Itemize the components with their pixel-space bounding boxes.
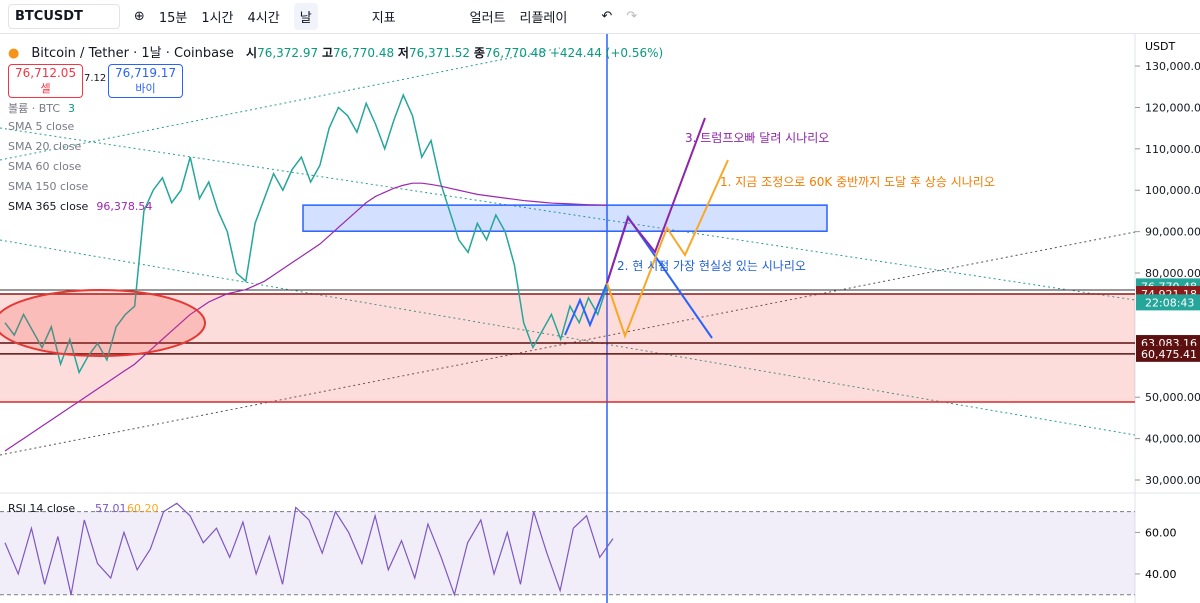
annotation: 1. 지금 조정으로 60K 중반까지 도달 후 상승 시나리오 (720, 175, 995, 189)
ohlc-label: 저 (397, 46, 409, 60)
countdown: 22:08:43 (1145, 296, 1194, 309)
rsi-reading: 57.01 (95, 502, 127, 515)
ohlc-label: 시 (246, 46, 258, 60)
indicator-name: SMA 20 close (8, 140, 82, 153)
change: +424.44 (+0.56%) (549, 46, 664, 60)
sell-label: 셀 (40, 82, 51, 95)
indicator-row: SMA 5 close (8, 120, 74, 133)
symbol[interactable]: BTCUSDT (8, 4, 120, 29)
replay-button[interactable]: 리플레이 (519, 11, 568, 26)
indicator-row: SMA 60 close (8, 160, 81, 173)
indicator-row: 볼륨 · BTC 3 (8, 100, 75, 116)
resistance-box (302, 204, 828, 232)
indicator-name: 볼륨 · BTC (8, 102, 61, 115)
ohlc-value: 76,372.97 (257, 46, 319, 60)
annotation: 3. 트럼프오빠 달려 시나리오 (685, 131, 829, 145)
ohlc-value: 76,371.52 (408, 46, 471, 60)
highlight-ellipse (0, 289, 206, 357)
interval[interactable]: 15분 (158, 11, 188, 26)
y-tick-label: 90,000.00 (1145, 226, 1200, 239)
indicator-row: SMA 150 close (8, 180, 88, 193)
annotation: 2. 현 시점 가장 현실성 있는 시나리오 (617, 259, 806, 273)
indicator-name: SMA 365 close (8, 200, 89, 213)
spread: 7.12 (84, 73, 107, 84)
scenario-arrow (606, 117, 706, 284)
y-tick-label: 130,000.00 (1145, 60, 1200, 73)
currency: USDT (1145, 40, 1176, 53)
indicator-row: SMA 20 close (8, 140, 81, 153)
price-label-bg (1136, 345, 1200, 362)
ohlc-value: 76,770.48 (484, 46, 546, 60)
trendline (0, 127, 1136, 301)
indicator-name: SMA 5 close (8, 120, 75, 133)
indicators-button[interactable]: 지표 (371, 11, 396, 26)
rsi-title: RSI 14 close (8, 502, 75, 515)
indicator-name: SMA 150 close (8, 180, 89, 193)
sma-line (4, 182, 608, 452)
y-tick-label: 80,000.00 (1145, 267, 1200, 280)
rsi-line (4, 502, 614, 597)
buy-button[interactable]: 76,719.17 바이 (108, 64, 184, 98)
ohlc: 시76,372.97 고76,770.48 저76,371.52 종76,770… (246, 46, 663, 60)
undo[interactable]: ↶ (601, 9, 613, 24)
buy-label: 바이 (135, 82, 156, 95)
indicator-row: SMA 365 close 96,378.54 (8, 200, 152, 213)
price-label: 60,475.41 (1141, 348, 1197, 361)
countdown-bg (1136, 294, 1200, 311)
add-symbol[interactable]: ⊕ (133, 9, 145, 24)
y-tick-label: 30,000.00 (1145, 474, 1200, 487)
y-tick-label: 40,000.00 (1145, 433, 1200, 446)
scenario-arrow (606, 159, 729, 339)
interval[interactable]: 날 (293, 3, 318, 30)
y-tick-label: 100,000.00 (1145, 184, 1200, 197)
y-tick-label: 50,000.00 (1145, 391, 1200, 404)
support-zone (0, 294, 1135, 403)
symbol-title: Bitcoin / Tether · 1날 · Coinbase (31, 46, 234, 61)
legend: ● Bitcoin / Tether · 1날 · Coinbase 시76,37… (8, 46, 664, 61)
rsi-reading: 60.20 (127, 502, 159, 515)
interval[interactable]: 4시간 (247, 11, 280, 26)
trendline (0, 47, 561, 161)
toolbar: BTCUSDT ⊕ 15분 1시간 4시간 날 지표 얼러트 리플레이 ↶ ↷ (0, 0, 1200, 34)
sell-price: 76,712.05 (15, 66, 77, 80)
y-tick-label: 60.00 (1145, 526, 1177, 539)
sell-button[interactable]: 76,712.05 셀 (8, 64, 84, 98)
redo[interactable]: ↷ (626, 9, 638, 24)
y-tick-label: 110,000.00 (1145, 143, 1200, 156)
indicator-value: 3 (68, 102, 76, 115)
y-tick-label: 120,000.00 (1145, 101, 1200, 114)
price-line (4, 93, 608, 375)
ohlc-label: 종 (473, 46, 485, 60)
alert-button[interactable]: 얼러트 (469, 11, 506, 26)
interval[interactable]: 1시간 (201, 11, 234, 26)
ohlc-label: 고 (321, 46, 334, 60)
ohlc-value: 76,770.48 (333, 46, 395, 60)
buy-price: 76,719.17 (115, 66, 177, 80)
y-tick-label: 40.00 (1145, 568, 1177, 581)
chart: 130,000.00 120,000.00 110,000.00 100,000.00… (0, 34, 1200, 603)
indicator-name: SMA 60 close (8, 160, 82, 173)
trendline (0, 239, 1136, 436)
indicator-value: 96,378.54 (96, 200, 153, 213)
